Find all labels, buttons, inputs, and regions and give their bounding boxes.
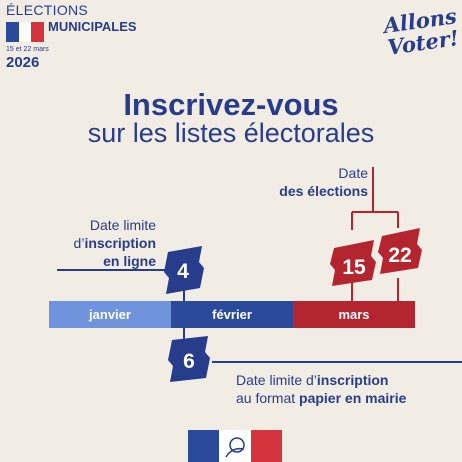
months-timeline: janvier février mars (49, 301, 415, 328)
page-title: Inscrivez-vous (123, 87, 339, 122)
header-line2: MUNICIPALES (48, 19, 137, 34)
election-day2-badge: 22 (378, 228, 422, 274)
election-day1-badge: 15 (330, 240, 376, 286)
paper-deadline-label: Date limite d’inscription au format papi… (236, 372, 407, 406)
election-day1: 15 (342, 256, 366, 279)
header-line1: ÉLECTIONS (6, 2, 89, 18)
paper-deadline-day: 6 (183, 350, 195, 373)
online-deadline-badge: 4 (164, 246, 204, 294)
month-march: mars (293, 301, 415, 328)
french-flag-icon (6, 22, 45, 42)
paper-deadline-badge: 6 (168, 336, 210, 382)
month-january: janvier (49, 301, 171, 328)
online-deadline-label: Date limite d’inscription en ligne (73, 217, 156, 269)
header-year: 2026 (6, 54, 40, 71)
republique-francaise-logo (188, 430, 282, 462)
election-day2: 22 (388, 244, 411, 267)
page-subtitle: sur les listes électorales (87, 118, 375, 148)
header-dates: 15 et 22 mars (6, 46, 49, 53)
election-date-label: Date des élections (279, 165, 368, 199)
marianne-icon (225, 437, 245, 458)
month-february: février (171, 301, 293, 328)
online-deadline-day: 4 (177, 260, 189, 283)
election-header: ÉLECTIONS MUNICIPALES 15 et 22 mars 2026 (6, 2, 137, 71)
